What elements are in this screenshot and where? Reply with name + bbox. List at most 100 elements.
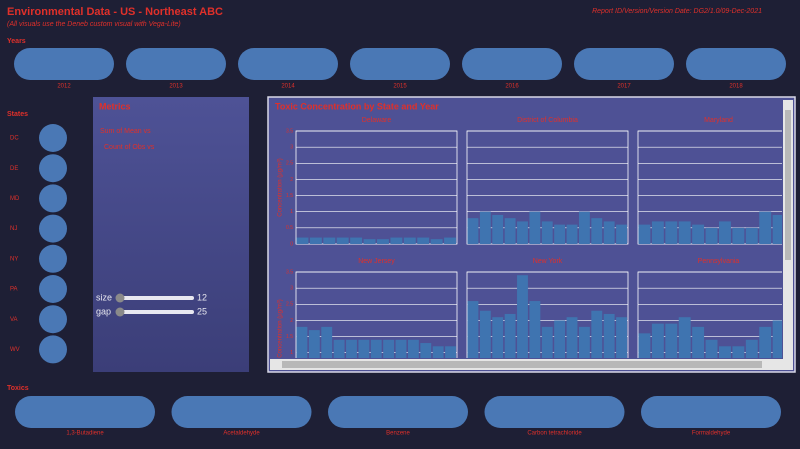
facets: Concentration (µg/m³) Concentration (µg/m… — [278, 117, 782, 358]
bar — [430, 239, 443, 244]
y-tick-label: 1.5 — [286, 334, 293, 340]
metrics-title: Metrics — [99, 101, 131, 111]
bar — [390, 237, 403, 244]
facet-title: Maryland — [704, 117, 733, 124]
bar — [467, 218, 479, 244]
bar — [321, 326, 333, 358]
bar — [467, 301, 479, 358]
bar — [732, 227, 745, 244]
y-tick-label: 2.5 — [286, 302, 293, 308]
year-button[interactable] — [462, 48, 562, 80]
bar — [554, 320, 566, 358]
bar — [492, 317, 504, 358]
bar — [759, 211, 772, 244]
bar — [745, 227, 758, 244]
state-button[interactable] — [39, 275, 67, 303]
state-button[interactable] — [39, 124, 67, 152]
bar — [479, 310, 491, 358]
slider-thumb[interactable] — [115, 307, 125, 317]
bar — [529, 301, 541, 358]
bar — [772, 214, 782, 244]
state-button[interactable] — [39, 244, 67, 273]
slider-track[interactable] — [116, 310, 194, 314]
year-label: 2018 — [729, 84, 743, 90]
metric-option[interactable]: Count of Obs vs — [104, 144, 155, 151]
bar — [665, 323, 678, 358]
toxic-button[interactable] — [484, 396, 625, 428]
bar — [420, 343, 432, 358]
year-button[interactable] — [350, 48, 450, 80]
year-button[interactable] — [14, 48, 114, 80]
slider-track[interactable] — [116, 296, 194, 300]
metrics-panel — [93, 97, 249, 372]
bar — [432, 346, 444, 358]
toxic-button[interactable] — [15, 396, 155, 428]
bar — [504, 218, 516, 244]
toxic-button[interactable] — [641, 396, 781, 428]
state-label: DC — [10, 136, 19, 142]
year-label: 2013 — [169, 84, 183, 90]
slider-name: size — [96, 292, 112, 302]
y-axis-label: Concentration (µg/m³) — [278, 158, 284, 216]
year-label: 2017 — [617, 84, 631, 90]
year-button[interactable] — [574, 48, 674, 80]
bar — [444, 237, 456, 244]
bar — [504, 313, 516, 358]
bar — [603, 313, 615, 358]
bar — [678, 317, 691, 358]
bar — [417, 237, 430, 244]
bar — [603, 221, 615, 244]
facet-title: District of Columbia — [517, 117, 578, 124]
bar — [403, 237, 416, 244]
bar — [358, 339, 370, 358]
bar — [616, 317, 627, 358]
slider-thumb[interactable] — [115, 293, 125, 303]
year-button[interactable] — [686, 48, 786, 80]
scroll-thumb[interactable] — [785, 110, 791, 260]
y-tick-label: 3 — [290, 144, 293, 150]
slider-value: 25 — [197, 306, 207, 316]
state-button[interactable] — [39, 154, 67, 183]
bar — [692, 326, 705, 358]
bar — [383, 339, 395, 358]
y-tick-label: 0.5 — [286, 225, 293, 231]
bar — [554, 224, 566, 244]
state-label: NY — [10, 256, 18, 262]
state-button[interactable] — [39, 214, 67, 243]
scroll-thumb-h[interactable] — [282, 361, 762, 368]
bar — [296, 326, 308, 358]
bar — [541, 326, 553, 358]
bar — [719, 346, 731, 358]
year-button[interactable] — [238, 48, 338, 80]
y-tick-label: 1 — [290, 209, 293, 215]
facet-title: Pennsylvania — [698, 258, 740, 265]
bar — [616, 224, 627, 244]
state-button[interactable] — [39, 335, 67, 364]
bar — [732, 346, 745, 358]
toxic-label: 1,3-Butadiene — [66, 431, 104, 437]
state-button[interactable] — [39, 184, 67, 213]
toxic-button[interactable] — [171, 396, 312, 428]
bar — [566, 317, 578, 358]
y-tick-label: 1.5 — [286, 193, 293, 199]
state-button[interactable] — [39, 305, 67, 334]
bar — [479, 211, 491, 244]
metric-option[interactable]: Sum of Mean vs — [100, 128, 151, 135]
year-label: 2014 — [281, 84, 295, 90]
bar — [678, 221, 691, 244]
bar — [705, 339, 718, 358]
toxic-button[interactable] — [328, 396, 468, 428]
facet-title: New Jersey — [358, 258, 395, 265]
state-label: MD — [10, 196, 20, 202]
toxic-label: Acetaldehyde — [223, 431, 260, 437]
bar — [445, 346, 456, 358]
year-label: 2016 — [505, 84, 519, 90]
bar — [759, 326, 772, 358]
bar — [541, 221, 553, 244]
year-button[interactable] — [126, 48, 226, 80]
report-id: Report ID/Version/Version Date: DG2/1.0/… — [592, 8, 762, 15]
subtitle: (All visuals use the Deneb custom visual… — [7, 21, 181, 28]
bar — [363, 239, 376, 244]
year-label: 2015 — [393, 84, 407, 90]
